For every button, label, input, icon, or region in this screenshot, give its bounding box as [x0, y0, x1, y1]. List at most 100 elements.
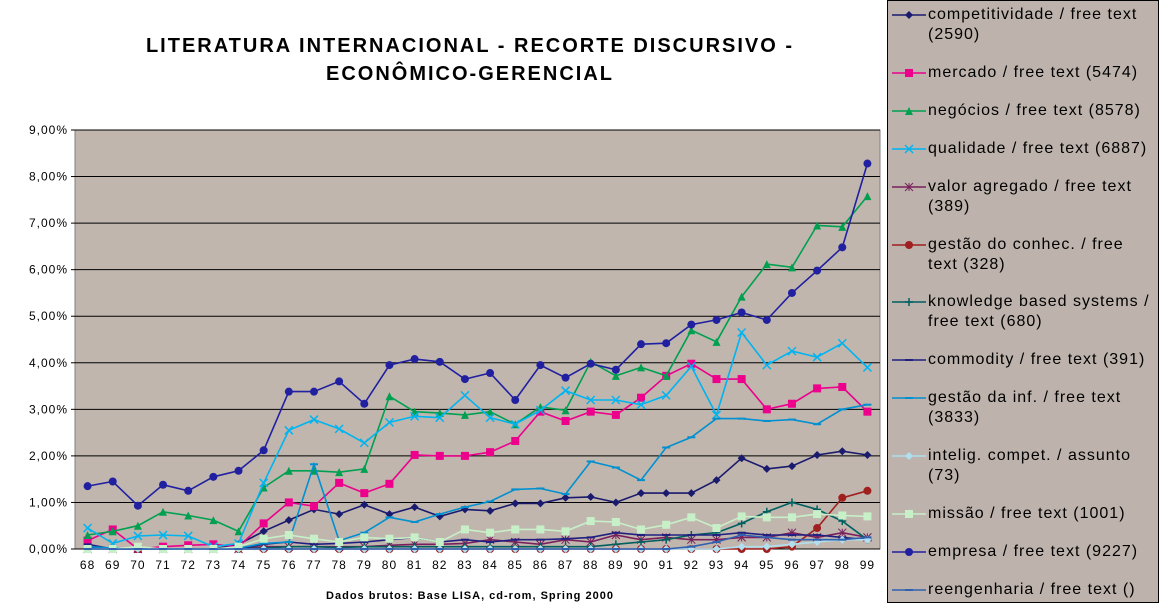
legend-label: missão / free text (1001) — [928, 505, 1126, 523]
marker — [837, 528, 847, 538]
marker — [133, 542, 142, 551]
legend-label: intelig. compet. / assunto (73) — [928, 447, 1131, 485]
marker — [662, 535, 671, 544]
marker — [586, 517, 595, 526]
marker — [460, 390, 470, 400]
y-tick-label: 6,00% — [29, 263, 68, 277]
marker — [787, 288, 796, 297]
marker — [863, 450, 872, 459]
marker — [762, 405, 771, 414]
marker — [385, 510, 394, 519]
legend-label: negócios / free text (8578) — [928, 101, 1141, 119]
x-tick-label: 71 — [155, 558, 170, 572]
marker — [133, 501, 142, 510]
marker — [561, 527, 570, 536]
marker — [813, 384, 822, 393]
marker — [209, 540, 218, 549]
legend-label: empresa / free text (9227) — [928, 542, 1139, 560]
x-tick-label: 90 — [633, 558, 648, 572]
marker — [284, 425, 294, 435]
x-tick-label: 89 — [608, 558, 623, 572]
marker — [787, 263, 796, 272]
marker — [787, 462, 796, 471]
marker — [536, 525, 545, 534]
x-tick-label: 95 — [759, 558, 774, 572]
legend-entry: missão / free text (1001) — [888, 504, 1158, 524]
marker — [335, 510, 344, 519]
marker — [586, 492, 595, 501]
marker — [410, 503, 419, 512]
marker — [209, 516, 218, 525]
marker — [712, 315, 721, 324]
marker — [309, 534, 318, 543]
marker — [862, 362, 872, 372]
marker — [838, 243, 847, 252]
legend-swatch — [892, 144, 926, 154]
x-tick-label: 75 — [256, 558, 271, 572]
legend-entry: empresa / free text (9227) — [888, 542, 1158, 562]
marker — [460, 451, 469, 460]
marker — [159, 507, 168, 516]
y-tick-label: 3,00% — [29, 402, 68, 416]
marker — [410, 533, 419, 542]
marker — [637, 489, 646, 498]
marker — [905, 547, 913, 556]
marker — [284, 466, 293, 475]
series-line — [87, 534, 868, 550]
x-tick-label: 72 — [181, 558, 196, 572]
legend-swatch — [892, 240, 926, 249]
marker — [259, 527, 268, 536]
x-tick-label: 77 — [306, 558, 321, 572]
marker — [636, 400, 646, 410]
x-tick-label: 88 — [583, 558, 598, 572]
marker — [904, 182, 914, 191]
x-tick-label: 69 — [105, 558, 120, 572]
marker — [335, 377, 344, 386]
chart-title: ECONÔMICO-GERENCIAL — [326, 61, 614, 85]
marker — [637, 340, 646, 349]
marker — [486, 407, 495, 416]
x-axis-label: Dados brutos: Base LISA, cd-rom, Spring … — [326, 590, 614, 602]
legend-entry: qualidade / free text (6887) — [888, 139, 1158, 159]
marker — [737, 454, 746, 463]
marker — [762, 464, 771, 473]
chart: LITERATURA INTERNACIONAL - RECORTE DISCU… — [29, 35, 881, 602]
marker — [863, 512, 872, 521]
legend-entry: reengenharia / free text () — [888, 580, 1158, 600]
marker — [335, 468, 344, 477]
series-line — [87, 362, 868, 550]
legend-swatch — [892, 182, 926, 191]
marker — [687, 320, 696, 329]
legend-swatch — [892, 510, 926, 519]
legend: competitividade / free text (2590) mercad… — [887, 0, 1159, 603]
x-tick-label: 91 — [658, 558, 673, 572]
y-tick-label: 0,00% — [29, 542, 68, 556]
x-tick-label: 83 — [457, 558, 472, 572]
marker — [687, 359, 696, 368]
marker — [661, 390, 671, 400]
marker — [787, 540, 796, 549]
x-tick-label: 82 — [432, 558, 447, 572]
marker — [762, 315, 771, 324]
x-tick-label: 98 — [835, 558, 850, 572]
marker — [410, 411, 420, 421]
marker — [511, 499, 520, 508]
marker — [586, 395, 596, 405]
marker — [360, 399, 369, 408]
legend-swatch — [892, 547, 926, 556]
marker — [158, 530, 168, 540]
marker — [359, 438, 369, 448]
marker — [611, 517, 620, 526]
marker — [410, 450, 419, 459]
marker — [360, 489, 369, 498]
marker — [905, 298, 913, 307]
marker — [813, 510, 822, 519]
x-tick-label: 80 — [382, 558, 397, 572]
series-line — [87, 163, 869, 507]
x-tick-label: 96 — [784, 558, 799, 572]
marker — [561, 416, 570, 425]
marker — [209, 472, 218, 481]
marker — [184, 486, 193, 495]
marker — [762, 513, 771, 522]
marker — [737, 375, 746, 384]
